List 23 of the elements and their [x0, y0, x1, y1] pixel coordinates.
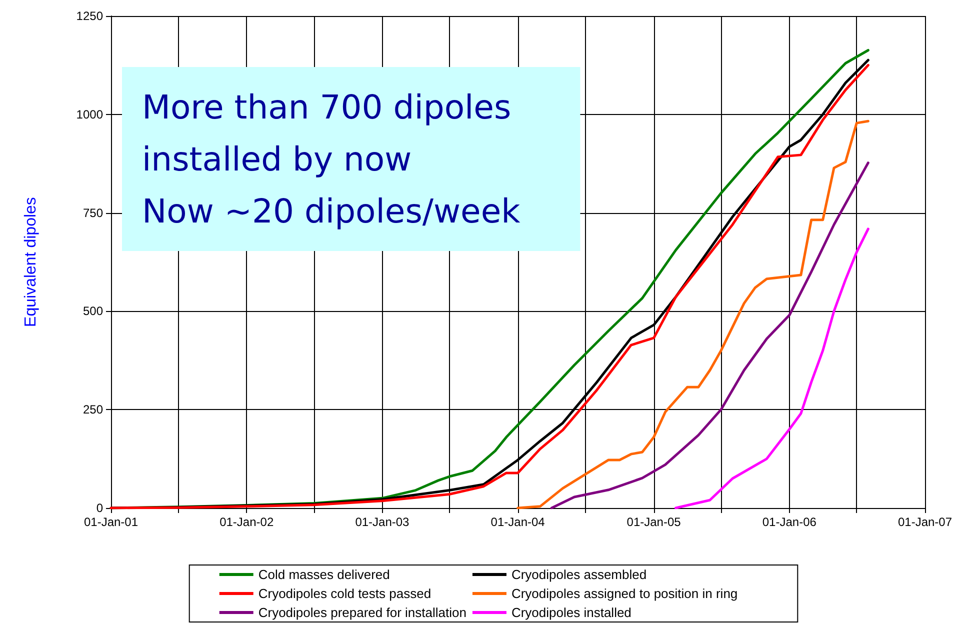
- y-tick-label: 500: [82, 304, 104, 318]
- x-tick-label: 01-Jan-01: [84, 515, 138, 529]
- legend-label: Cold masses delivered: [258, 567, 390, 582]
- legend-label: Cryodipoles cold tests passed: [258, 586, 432, 601]
- legend-label: Cryodipoles prepared for installation: [258, 605, 466, 620]
- x-tick-label: 01-Jan-02: [220, 515, 274, 529]
- annotation: More than 700 dipoles installed by now Now ~20 dipoles/week: [142, 88, 522, 230]
- x-tick-label: 01-Jan-07: [898, 515, 952, 529]
- y-tick-label: 250: [82, 402, 104, 417]
- x-tick-label: 01-Jan-04: [490, 515, 546, 529]
- line-series: [550, 162, 870, 510]
- x-tick-label: 01-Jan-06: [762, 515, 817, 529]
- legend-label: Cryodipoles assembled: [511, 567, 647, 582]
- legend-label: Cryodipoles installed: [511, 605, 632, 620]
- y-tick-label: 0: [96, 501, 104, 515]
- legend-label: Cryodipoles assigned to position in ring: [511, 586, 738, 601]
- y-tick-label: 1000: [76, 107, 104, 122]
- line-series: [674, 228, 870, 510]
- y-tick-label: 1250: [76, 9, 104, 23]
- y-axis-title: Equivalent dipoles: [22, 197, 40, 327]
- x-tick-label: 01-Jan-03: [355, 515, 410, 529]
- y-tick-label: 750: [82, 206, 104, 220]
- x-tick-label: 01-Jan-05: [626, 515, 682, 529]
